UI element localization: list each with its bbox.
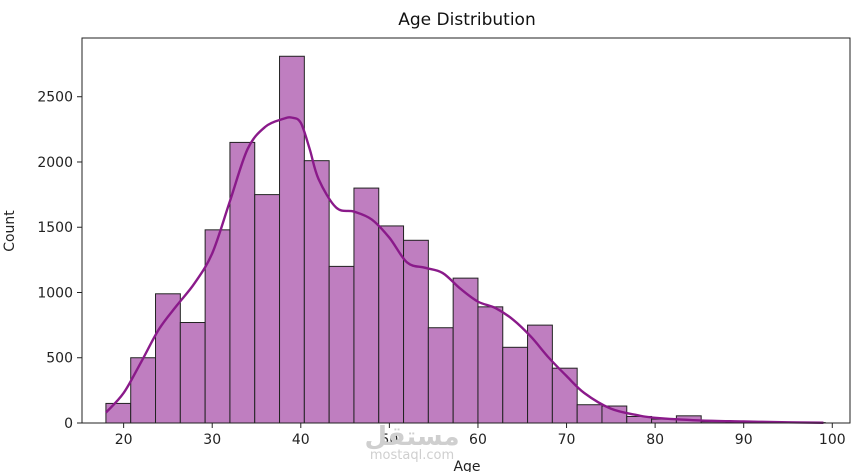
watermark-site: mostaql.com [370, 448, 454, 463]
y-tick-label: 2500 [37, 90, 73, 106]
y-tick-label: 0 [64, 416, 73, 432]
y-tick-label: 1500 [37, 220, 73, 236]
histogram-bar [576, 404, 603, 424]
histogram-bar [303, 160, 330, 424]
y-tick-label: 500 [46, 351, 73, 367]
y-axis-label: Count [2, 210, 18, 252]
histogram-bar [527, 324, 553, 424]
y-tick-label: 2000 [37, 155, 73, 171]
histogram-bar [502, 346, 529, 424]
histogram-bar [378, 225, 405, 424]
plot-frame [81, 37, 851, 424]
x-tick-label: 70 [558, 432, 576, 448]
histogram-bar [130, 357, 157, 424]
histogram-bars [105, 55, 826, 424]
histogram-bar [477, 306, 504, 424]
watermark-arabic: مستقل [364, 422, 459, 452]
x-tick-label: 40 [292, 432, 310, 448]
histogram-bar [279, 55, 305, 424]
x-tick-label: 80 [646, 432, 664, 448]
x-tick-label: 60 [469, 432, 487, 448]
x-tick-label: 100 [819, 432, 846, 448]
histogram-bar [353, 187, 380, 424]
x-axis-label: Age [453, 459, 480, 472]
histogram-bar [601, 405, 628, 424]
histogram-bar [551, 367, 578, 424]
histogram-bar [105, 402, 132, 424]
x-axis-ticks: 20 30 40 50 60 70 80 90 100 [115, 423, 846, 448]
x-tick-label: 90 [735, 432, 753, 448]
y-tick-label: 1000 [37, 285, 73, 301]
histogram-bar [229, 141, 256, 424]
histogram-bar [254, 194, 281, 424]
histogram-bar [427, 327, 454, 424]
x-tick-label: 30 [203, 432, 221, 448]
kde-curve [105, 116, 824, 424]
histogram-bar [179, 322, 206, 424]
y-axis-ticks: 0 500 1000 1500 2000 2500 [37, 90, 82, 432]
x-tick-label: 20 [115, 432, 133, 448]
histogram-bar [155, 293, 181, 424]
histogram-bar [328, 265, 355, 424]
x-tick-label: 50 [380, 432, 398, 448]
chart-title: Age Distribution [398, 10, 535, 30]
